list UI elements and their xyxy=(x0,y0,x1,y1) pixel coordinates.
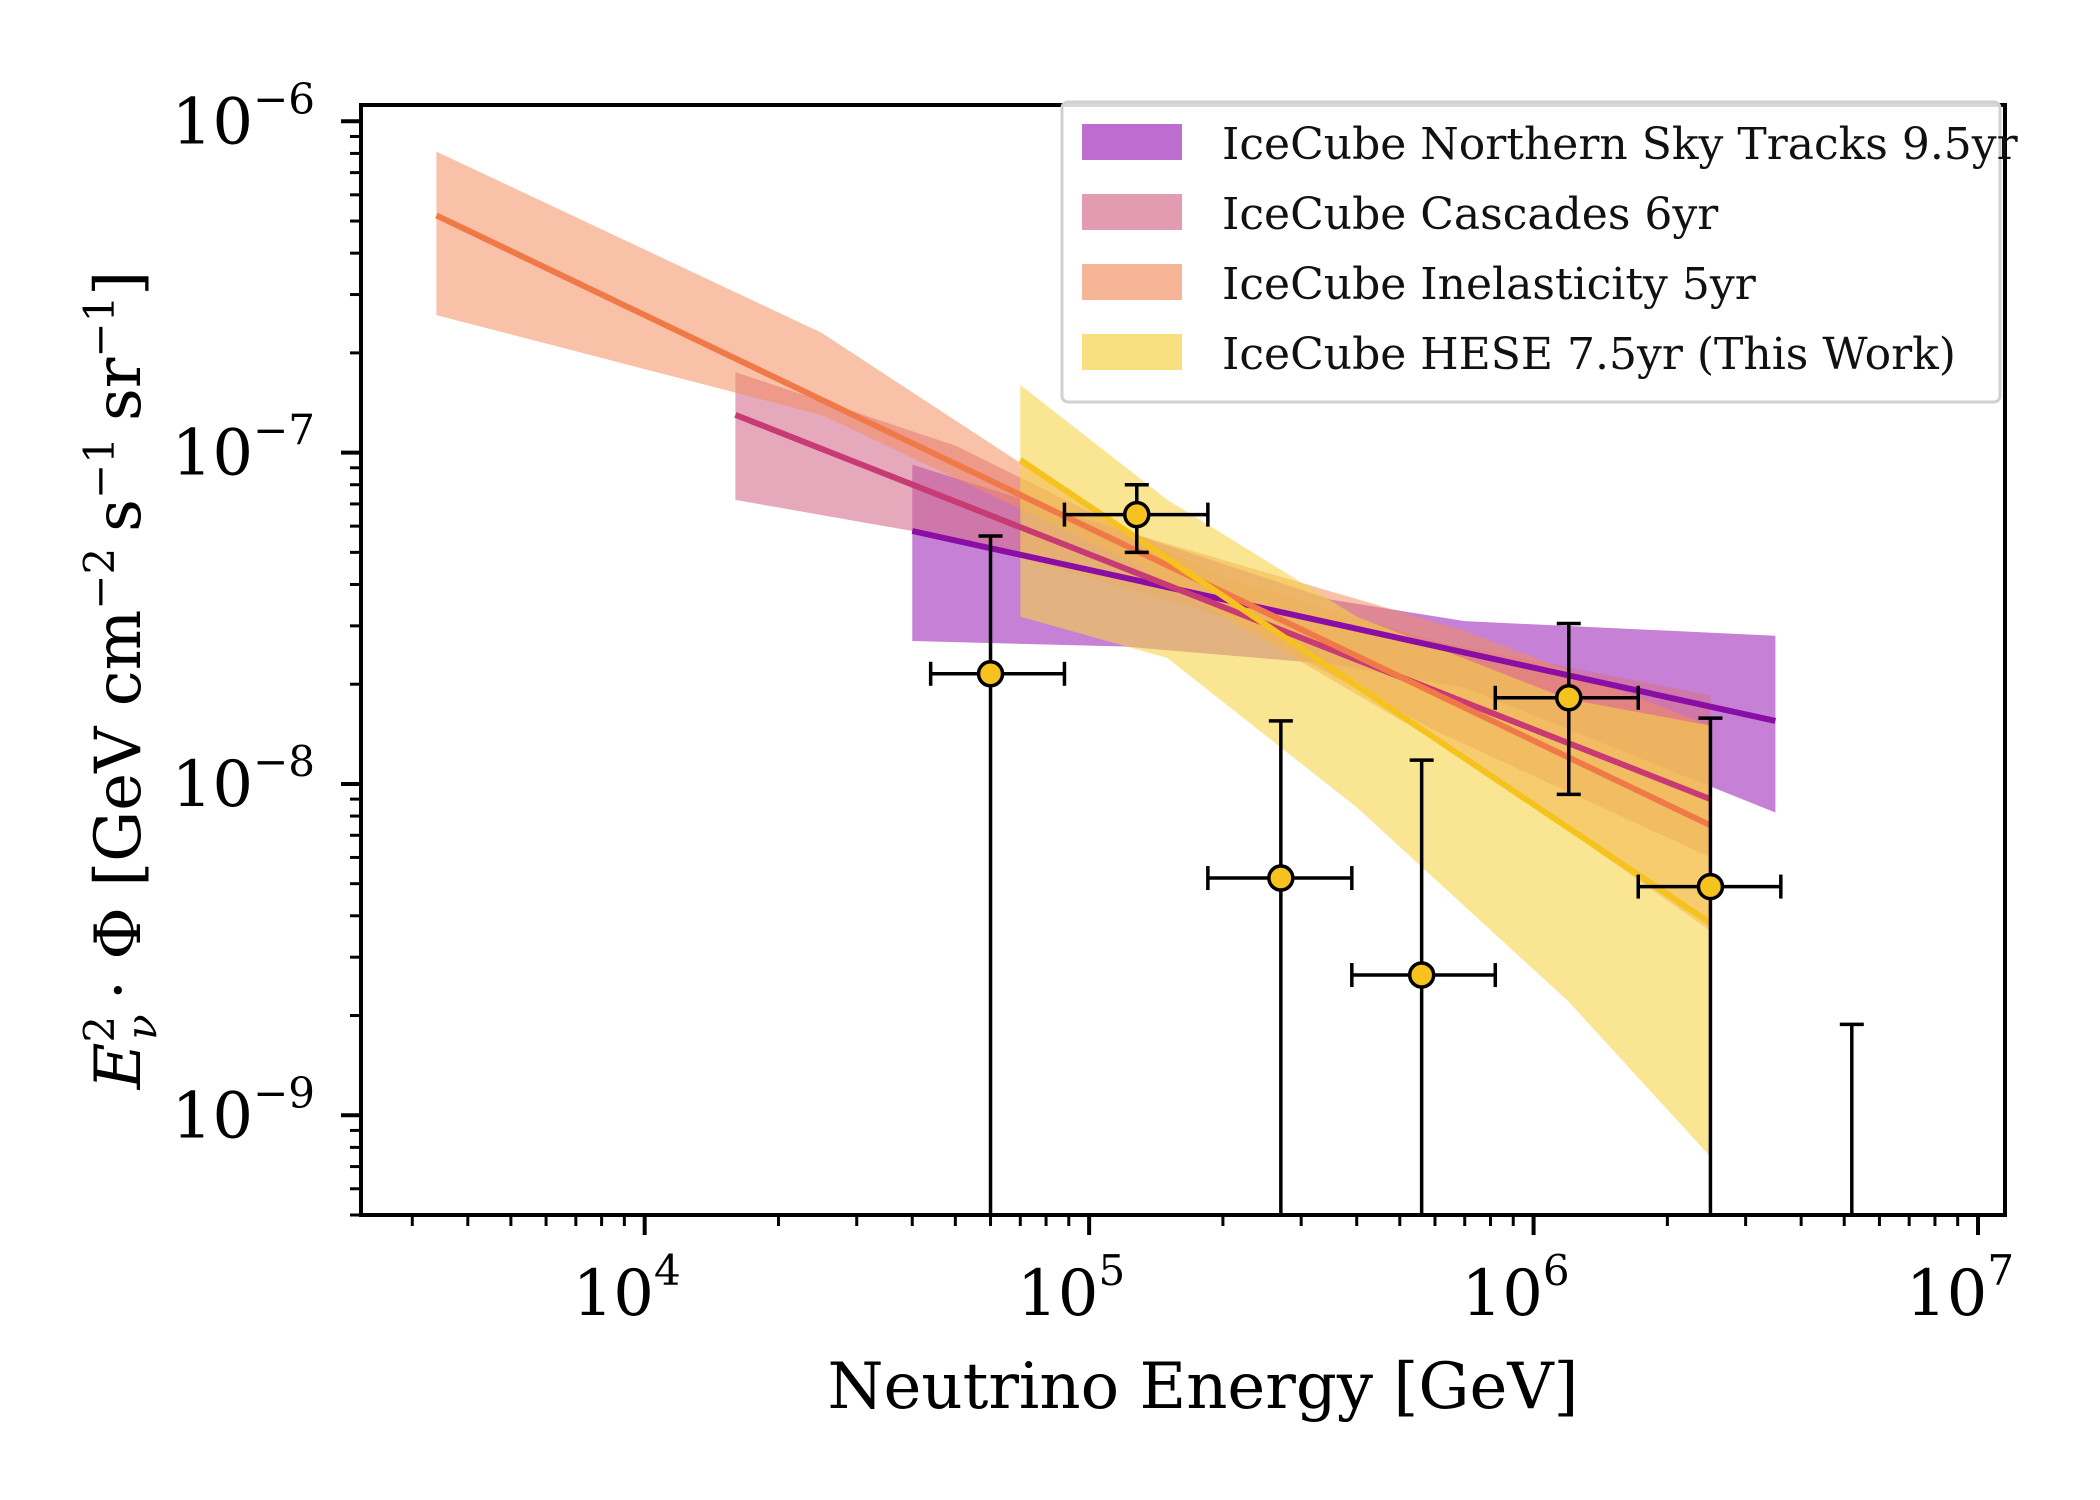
y-tick-label: 10−9 xyxy=(172,1068,315,1153)
legend: IceCube Northern Sky Tracks 9.5yr IceCube… xyxy=(1060,100,2019,404)
data-marker xyxy=(1696,872,1725,901)
x-axis-label: Neutrino Energy [GeV] xyxy=(828,1350,1579,1424)
data-point-4 xyxy=(1350,758,1498,1215)
x-tick-label: 106 xyxy=(1461,1246,1569,1331)
legend-swatch xyxy=(1082,194,1182,230)
y-label-sub: ν xyxy=(117,1014,166,1040)
data-marker xyxy=(1555,684,1583,712)
legend-item-3: IceCube Inelasticity 5yr xyxy=(1082,259,1757,310)
y-label-exp1: −2 xyxy=(75,548,124,610)
legend-item-4: IceCube HESE 7.5yr (This Work) xyxy=(1082,329,1956,380)
line-series-2 xyxy=(734,412,1712,802)
data-point-3 xyxy=(1206,719,1354,1215)
points-layer xyxy=(928,482,1864,1215)
data-point-5 xyxy=(1493,621,1641,797)
x-tick-label: 105 xyxy=(1017,1246,1125,1331)
y-tick-label: 10−6 xyxy=(172,74,315,159)
ticks-layer: 104 105 106 107 10−9 10−8 10−7 10−6 xyxy=(172,74,2014,1331)
legend-label: IceCube Northern Sky Tracks 9.5yr xyxy=(1222,119,2019,170)
band-series-4 xyxy=(1020,385,1711,1157)
x-tick-label: 107 xyxy=(1906,1246,2014,1331)
y-label-sup: 2 xyxy=(75,1016,124,1043)
legend-swatch xyxy=(1082,334,1182,370)
data-point-6 xyxy=(1636,716,1783,1215)
y-label-rest: · Φ [GeV cm xyxy=(82,610,156,1001)
x-tick-label: 104 xyxy=(573,1246,681,1331)
legend-item-2: IceCube Cascades 6yr xyxy=(1082,189,1719,240)
data-marker xyxy=(976,660,1005,688)
y-label-close: ] xyxy=(82,271,156,296)
line-series-3 xyxy=(435,212,1712,829)
y-axis-label: E2ν· Φ [GeV cm−2s−1sr−1] xyxy=(75,271,166,1091)
legend-swatch xyxy=(1082,124,1182,160)
y-tick-label: 10−7 xyxy=(172,406,315,491)
data-point-2 xyxy=(1062,482,1210,555)
data-marker xyxy=(1407,961,1436,989)
data-marker xyxy=(1123,500,1151,529)
band-series-3 xyxy=(436,151,1711,931)
y-label-exp2: −1 xyxy=(75,437,124,499)
legend-item-1: IceCube Northern Sky Tracks 9.5yr xyxy=(1082,119,2019,170)
legend-label: IceCube Inelasticity 5yr xyxy=(1222,259,1757,310)
legend-label: IceCube HESE 7.5yr (This Work) xyxy=(1222,329,1956,380)
data-point-1 xyxy=(928,534,1067,1215)
y-label-exp3: −1 xyxy=(75,296,124,358)
y-label-mid2: sr xyxy=(82,357,156,421)
y-label-mid1: s xyxy=(82,499,156,532)
upper-limit-1 xyxy=(1839,1022,1864,1215)
legend-swatch xyxy=(1082,264,1182,300)
data-marker xyxy=(1267,864,1295,892)
y-label-e: E xyxy=(82,1043,156,1091)
y-tick-label: 10−8 xyxy=(172,737,315,822)
line-series-1 xyxy=(911,528,1777,724)
legend-label: IceCube Cascades 6yr xyxy=(1222,189,1719,240)
legend-box xyxy=(1060,100,2002,404)
